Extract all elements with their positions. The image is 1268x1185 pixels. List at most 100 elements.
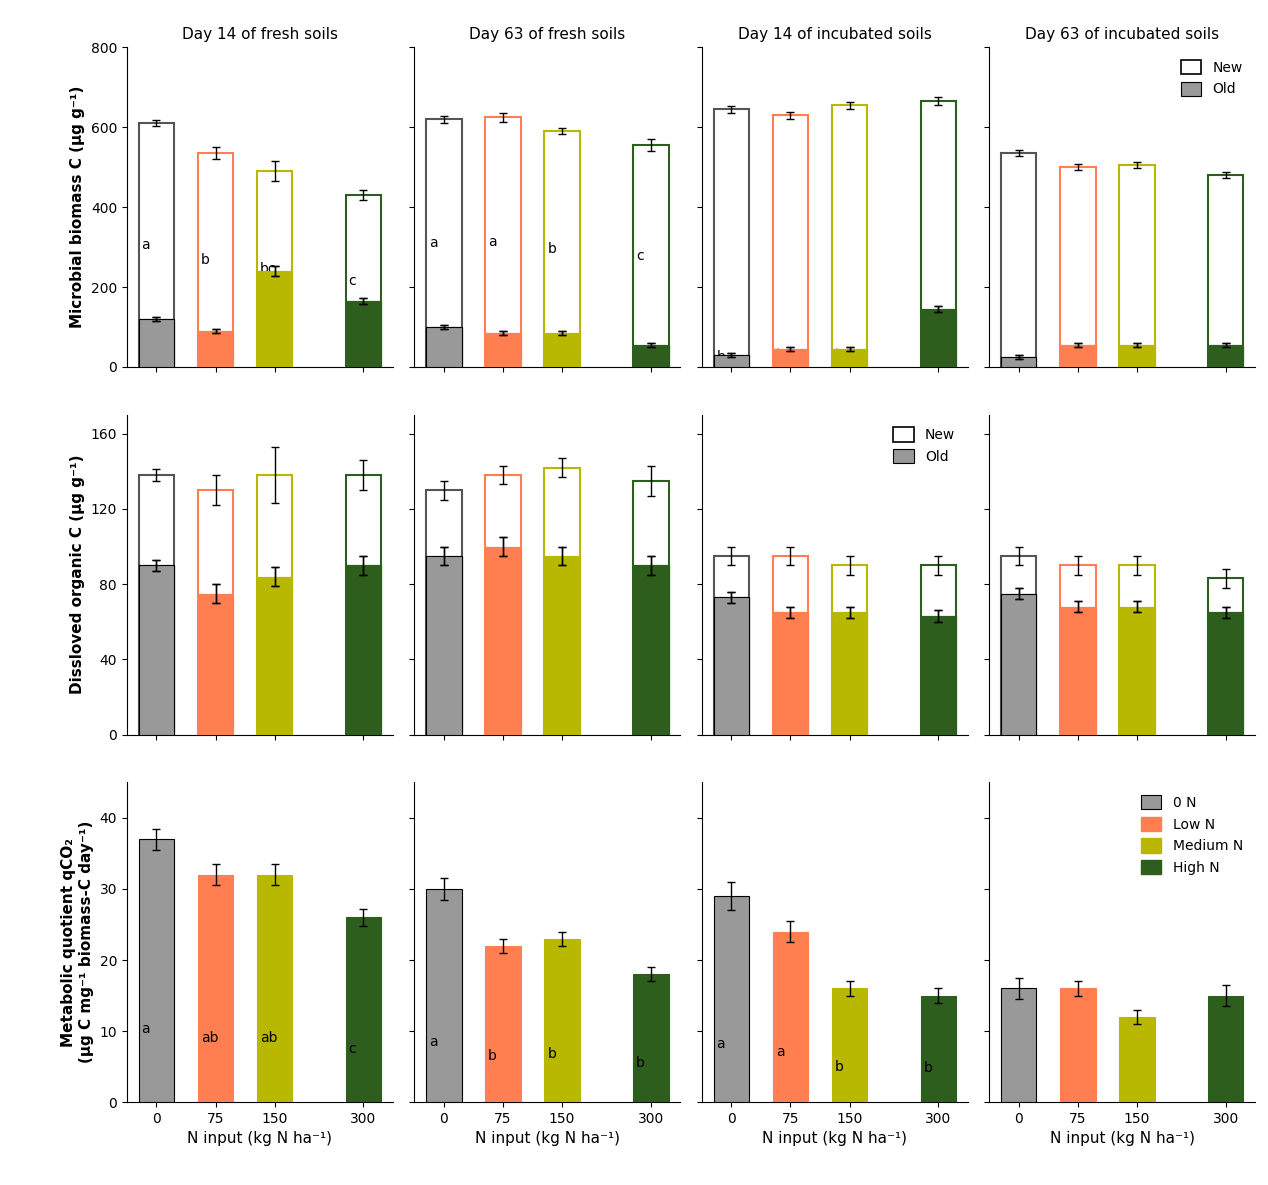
Bar: [1060, 565, 1096, 735]
Bar: [426, 120, 462, 367]
Bar: [138, 565, 174, 735]
Text: b: b: [716, 350, 725, 364]
Text: a: a: [429, 1035, 437, 1049]
Text: a: a: [260, 329, 269, 342]
Bar: [544, 333, 579, 367]
Bar: [198, 594, 233, 735]
X-axis label: N input (kg N ha⁻¹): N input (kg N ha⁻¹): [762, 1132, 908, 1146]
Bar: [1060, 988, 1096, 1102]
Bar: [832, 350, 867, 367]
Bar: [486, 475, 521, 735]
Text: b: b: [637, 1056, 645, 1070]
Bar: [257, 475, 293, 735]
Bar: [138, 319, 174, 367]
Bar: [426, 327, 462, 367]
Text: ab: ab: [260, 1031, 278, 1045]
X-axis label: N input (kg N ha⁻¹): N input (kg N ha⁻¹): [474, 1132, 620, 1146]
Bar: [426, 889, 462, 1102]
Bar: [486, 946, 521, 1102]
Bar: [1208, 613, 1244, 735]
Bar: [714, 356, 749, 367]
Text: a: a: [548, 345, 555, 359]
Bar: [198, 875, 233, 1102]
Bar: [544, 468, 579, 735]
Bar: [544, 939, 579, 1102]
Legend: New, Old: New, Old: [1175, 55, 1249, 102]
Text: b: b: [200, 254, 209, 267]
Bar: [1208, 995, 1244, 1102]
Bar: [772, 115, 808, 367]
Bar: [138, 475, 174, 735]
Text: b: b: [834, 1059, 843, 1074]
Bar: [921, 995, 956, 1102]
Bar: [772, 556, 808, 735]
Bar: [1060, 607, 1096, 735]
Bar: [257, 577, 293, 735]
Text: b: b: [776, 348, 785, 363]
Bar: [633, 345, 668, 367]
Text: a: a: [429, 342, 437, 357]
Bar: [832, 105, 867, 367]
Bar: [832, 350, 867, 367]
Bar: [1208, 613, 1244, 735]
Title: Day 63 of incubated soils: Day 63 of incubated soils: [1025, 27, 1220, 41]
Text: b: b: [488, 1049, 497, 1063]
Bar: [346, 301, 382, 367]
Bar: [257, 577, 293, 735]
Text: b: b: [1063, 688, 1071, 703]
Bar: [1120, 165, 1155, 367]
Title: Day 63 of fresh soils: Day 63 of fresh soils: [469, 27, 625, 41]
Bar: [1000, 357, 1036, 367]
Bar: [633, 565, 668, 735]
Bar: [772, 613, 808, 735]
Bar: [138, 565, 174, 735]
Bar: [772, 931, 808, 1102]
Bar: [1120, 607, 1155, 735]
Text: a: a: [488, 235, 497, 249]
Bar: [138, 123, 174, 367]
Title: Day 14 of fresh soils: Day 14 of fresh soils: [181, 27, 337, 41]
Legend: New, Old: New, Old: [888, 422, 961, 469]
Y-axis label: Dissloved organic C (μg g⁻¹): Dissloved organic C (μg g⁻¹): [70, 455, 85, 694]
Bar: [772, 350, 808, 367]
Text: c: c: [349, 274, 356, 288]
Bar: [544, 132, 579, 367]
Bar: [633, 481, 668, 735]
Bar: [1208, 175, 1244, 367]
Bar: [1120, 607, 1155, 735]
Text: c: c: [637, 249, 644, 263]
X-axis label: N input (kg N ha⁻¹): N input (kg N ha⁻¹): [1050, 1132, 1194, 1146]
Text: a: a: [142, 678, 150, 692]
Text: b: b: [1211, 690, 1220, 704]
Text: a: a: [260, 681, 269, 696]
Bar: [1000, 357, 1036, 367]
Bar: [198, 491, 233, 735]
Bar: [426, 556, 462, 735]
Bar: [1208, 578, 1244, 735]
Bar: [486, 546, 521, 735]
Text: b: b: [548, 1048, 557, 1062]
Text: c: c: [200, 344, 208, 358]
Bar: [921, 616, 956, 735]
Bar: [714, 356, 749, 367]
Legend: 0 N, Low N, Medium N, High N: 0 N, Low N, Medium N, High N: [1135, 789, 1249, 880]
Text: a: a: [142, 238, 150, 252]
Text: a: a: [349, 678, 358, 692]
Bar: [772, 613, 808, 735]
Bar: [832, 613, 867, 735]
Bar: [198, 153, 233, 367]
Bar: [486, 333, 521, 367]
Text: bc: bc: [142, 341, 158, 356]
Bar: [832, 565, 867, 735]
Bar: [257, 172, 293, 367]
Text: ab: ab: [488, 345, 506, 359]
Text: b: b: [923, 1062, 932, 1076]
Bar: [1000, 556, 1036, 735]
Bar: [921, 565, 956, 735]
Bar: [921, 309, 956, 367]
Text: b: b: [637, 347, 645, 361]
Text: a: a: [923, 339, 932, 352]
Bar: [1120, 565, 1155, 735]
Bar: [198, 331, 233, 367]
Bar: [346, 196, 382, 367]
